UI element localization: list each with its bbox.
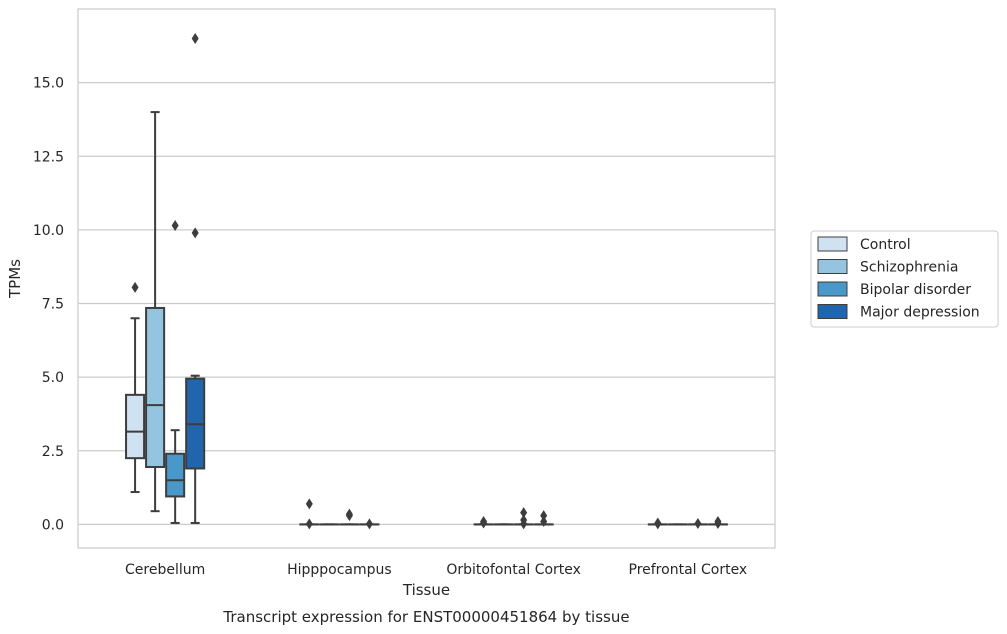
box-group xyxy=(339,508,360,526)
box-group xyxy=(185,32,206,524)
x-tick-label: Cerebellum xyxy=(125,562,205,578)
outlier-marker xyxy=(345,510,353,522)
box-body xyxy=(125,393,146,460)
legend-frame xyxy=(810,230,999,328)
legend-label: Schizophrenia xyxy=(860,260,958,276)
box-group xyxy=(299,498,320,530)
box-group xyxy=(647,517,668,530)
y-axis-ticks: 0.0 2.5 5.0 7.5 10.0 12.5 15.0 xyxy=(33,76,64,534)
legend-label: Bipolar disorder xyxy=(860,282,971,298)
legend-swatch xyxy=(817,281,848,297)
chart-caption: Transcript expression for ENST0000045186… xyxy=(222,608,629,626)
outlier-marker xyxy=(305,518,313,530)
y-tick-label: 5.0 xyxy=(42,370,64,386)
plot-frame xyxy=(77,8,776,549)
x-tick-label: Prefrontal Cortex xyxy=(629,562,748,578)
box-group xyxy=(707,515,728,530)
legend-items: Control Schizophrenia Bipolar disorder Majo… xyxy=(817,236,980,321)
box-group xyxy=(687,518,708,530)
legend-swatch xyxy=(817,304,848,319)
y-tick-label: 10.0 xyxy=(33,223,64,239)
outlier-marker xyxy=(520,507,528,519)
y-tick-label: 7.5 xyxy=(42,297,64,313)
outlier-marker xyxy=(480,517,488,529)
outlier-marker xyxy=(171,219,179,231)
legend-swatch xyxy=(817,259,848,274)
box-group xyxy=(125,281,146,494)
box-body xyxy=(165,452,186,498)
boxes xyxy=(125,32,728,530)
outlier-marker xyxy=(540,510,548,522)
x-tick-label: Hipppocampus xyxy=(287,562,392,578)
outlier-marker xyxy=(365,518,373,530)
outlier-marker xyxy=(654,518,662,530)
box-body xyxy=(145,306,166,469)
outlier-marker xyxy=(694,518,702,530)
legend: Control Schizophrenia Bipolar disorder Majo… xyxy=(810,230,999,328)
outlier-marker xyxy=(540,515,548,527)
outlier-marker xyxy=(714,518,722,530)
box-group xyxy=(533,510,554,527)
x-axis-ticks: Cerebellum Hipppocampus Orbitofontal Corte… xyxy=(125,562,747,578)
y-axis-title: TPMs xyxy=(6,259,24,299)
legend-label: Control xyxy=(860,237,911,253)
legend-label: Major depression xyxy=(860,305,980,321)
box-group xyxy=(165,219,186,524)
box-group xyxy=(513,507,534,530)
y-tick-label: 2.5 xyxy=(42,444,64,460)
x-axis-title: Tissue xyxy=(402,581,450,599)
outlier-marker xyxy=(520,518,528,530)
outlier-marker xyxy=(191,227,199,239)
box-group xyxy=(145,111,166,513)
y-tick-label: 15.0 xyxy=(33,76,64,92)
box-group xyxy=(359,518,380,530)
y-tick-label: 12.5 xyxy=(33,149,64,165)
outlier-marker xyxy=(191,32,199,44)
y-tick-label: 0.0 xyxy=(42,517,64,533)
x-tick-label: Orbitofontal Cortex xyxy=(446,562,581,578)
outlier-marker xyxy=(305,498,313,510)
outlier-marker xyxy=(131,281,139,293)
legend-swatch xyxy=(817,236,848,252)
box-group xyxy=(473,515,494,529)
